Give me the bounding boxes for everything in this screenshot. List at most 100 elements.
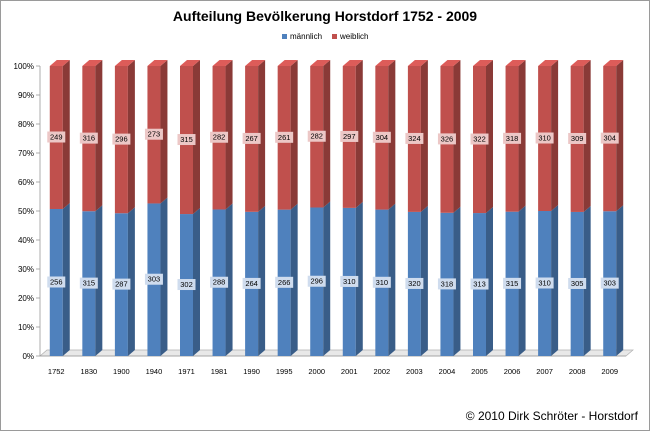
y-tick-label: 90% <box>18 91 34 100</box>
data-label-box-female <box>275 131 294 143</box>
data-label-box-female <box>437 133 456 145</box>
data-label-box-female <box>242 132 261 144</box>
y-tick-label: 30% <box>18 265 34 274</box>
bar-female-side-1830 <box>95 60 103 212</box>
data-label-female-2004: 326 <box>441 134 454 143</box>
bar-male-side-2000 <box>323 201 331 356</box>
data-label-male-2005: 313 <box>473 280 486 289</box>
x-tick-label-2005: 2005 <box>471 367 488 376</box>
data-label-male-2009: 303 <box>603 279 616 288</box>
bar-female-side-1900 <box>127 60 135 214</box>
data-label-female-2007: 310 <box>538 134 551 143</box>
bar-female-side-1990 <box>258 60 266 212</box>
bar-female-side-2006 <box>518 60 526 212</box>
data-label-male-2007: 310 <box>538 279 551 288</box>
bar-female-top-2004 <box>440 60 461 66</box>
data-label-male-2008: 305 <box>571 279 584 288</box>
x-tick-label-1830: 1830 <box>80 367 97 376</box>
x-tick-label-2004: 2004 <box>439 367 456 376</box>
data-label-male-2006: 315 <box>506 279 519 288</box>
data-label-male-2000: 296 <box>310 277 323 286</box>
data-label-box-male <box>275 276 294 288</box>
bar-male-side-1990 <box>258 205 266 356</box>
bar-male-side-2009 <box>616 205 624 356</box>
bar-male-side-1981 <box>225 203 233 356</box>
y-tick-label: 0% <box>22 352 34 361</box>
bar-male-side-1940 <box>160 197 168 356</box>
bar-male-side-1752 <box>62 202 70 356</box>
data-label-box-female <box>307 130 326 142</box>
x-tick-label-2009: 2009 <box>601 367 618 376</box>
bar-female-top-2005 <box>473 60 493 66</box>
data-label-box-female <box>372 131 391 143</box>
data-label-box-female <box>405 132 424 144</box>
bar-female-top-2007 <box>538 60 559 66</box>
bar-female-top-1940 <box>147 60 168 66</box>
data-label-female-1940: 273 <box>148 130 161 139</box>
bar-female-top-1830 <box>82 60 103 66</box>
bar-male-side-1995 <box>290 203 298 356</box>
data-label-box-male <box>503 277 522 289</box>
bar-male-side-2004 <box>453 206 461 356</box>
y-tick-label: 70% <box>18 149 34 158</box>
x-tick-label-1995: 1995 <box>276 367 293 376</box>
data-label-box-male <box>405 277 424 289</box>
data-label-male-2001: 310 <box>343 277 356 286</box>
data-label-male-1990: 264 <box>245 279 258 288</box>
data-label-male-1971: 302 <box>180 280 193 289</box>
data-label-female-1995: 261 <box>278 133 291 142</box>
bar-female-top-1981 <box>212 60 233 66</box>
data-label-female-2005: 322 <box>473 135 486 144</box>
data-label-box-male <box>535 277 554 289</box>
bar-female-top-1995 <box>277 60 298 66</box>
bar-female-top-1990 <box>245 60 266 66</box>
data-label-box-male <box>210 276 229 288</box>
data-label-male-1940: 303 <box>148 275 161 284</box>
data-label-box-male <box>470 278 489 290</box>
data-label-box-female <box>177 134 196 146</box>
bar-female-top-1900 <box>114 60 135 66</box>
data-label-female-1830: 316 <box>83 134 96 143</box>
data-label-box-female <box>470 133 489 145</box>
bar-male-side-1971 <box>193 208 200 356</box>
data-label-male-1830: 315 <box>83 279 96 288</box>
bar-female-top-2002 <box>375 60 396 66</box>
data-label-box-female <box>79 132 98 144</box>
data-label-female-2009: 304 <box>603 134 616 143</box>
bar-female-side-1981 <box>225 60 233 210</box>
x-tick-label-2007: 2007 <box>536 367 553 376</box>
data-label-male-2004: 318 <box>441 279 454 288</box>
data-label-box-male <box>307 275 326 287</box>
bar-female-side-2002 <box>388 60 396 210</box>
y-tick-label: 80% <box>18 120 34 129</box>
y-tick-label: 10% <box>18 323 34 332</box>
data-label-box-male <box>340 275 359 287</box>
y-tick-label: 100% <box>14 62 34 71</box>
data-label-female-2008: 309 <box>571 134 584 143</box>
x-tick-label-2001: 2001 <box>341 367 358 376</box>
copyright-text: © 2010 Dirk Schröter - Horstdorf <box>465 409 638 423</box>
data-label-female-2003: 324 <box>408 134 421 143</box>
data-label-box-female <box>47 131 66 143</box>
bar-female-side-1752 <box>62 60 70 209</box>
x-tick-label-1940: 1940 <box>146 367 163 376</box>
data-label-box-female <box>568 132 587 144</box>
legend-label-female: weiblich <box>340 32 369 41</box>
bar-female-side-1940 <box>160 60 168 204</box>
data-label-box-male <box>79 277 98 289</box>
data-label-box-male <box>437 278 456 290</box>
bar-female-side-2001 <box>355 60 363 208</box>
data-label-box-female <box>144 128 163 140</box>
bar-female-top-2008 <box>570 60 591 66</box>
legend-swatch-male <box>282 34 287 39</box>
x-tick-label-1752: 1752 <box>48 367 65 376</box>
data-label-female-1900: 296 <box>115 135 128 144</box>
data-label-female-2006: 318 <box>506 134 519 143</box>
x-tick-label-2003: 2003 <box>406 367 423 376</box>
bar-female-top-2003 <box>407 60 428 66</box>
bar-male-side-2008 <box>583 205 591 356</box>
bar-female-top-1752 <box>49 60 70 66</box>
data-label-box-female <box>210 131 229 143</box>
bar-female-top-2006 <box>505 60 526 66</box>
